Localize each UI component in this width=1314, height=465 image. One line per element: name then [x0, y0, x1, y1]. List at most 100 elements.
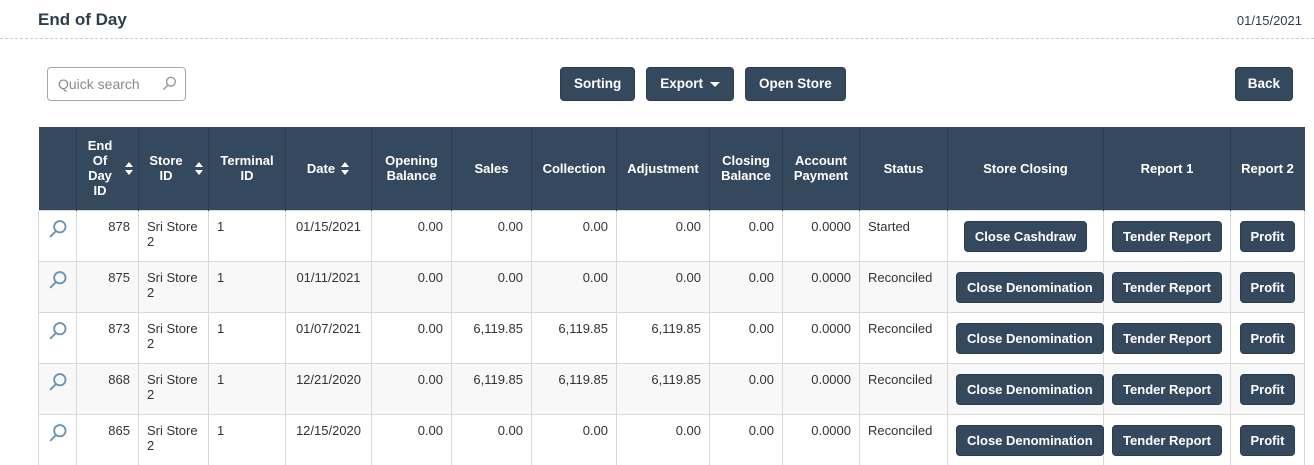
cell-end-of-day-id: 868 [77, 363, 139, 414]
cell-terminal-id: 1 [209, 261, 286, 312]
search-icon [161, 75, 178, 92]
column-label: Date [307, 161, 335, 176]
cell-report2: Profit [1231, 414, 1305, 465]
cell-sales: 0.00 [452, 210, 532, 261]
business-date: 01/15/2021 [1237, 13, 1302, 28]
report2-button[interactable]: Profit [1240, 425, 1296, 456]
column-label: Store Closing [983, 161, 1068, 176]
cell-collection: 6,119.85 [532, 312, 617, 363]
report1-button[interactable]: Tender Report [1112, 323, 1222, 354]
column-header-adjustment: Adjustment [617, 127, 710, 210]
row-detail-search-icon[interactable] [47, 371, 69, 396]
column-label: Sales [475, 161, 509, 176]
report2-button[interactable]: Profit [1240, 374, 1296, 405]
cell-adjustment: 0.00 [617, 261, 710, 312]
row-detail-search-icon[interactable] [47, 422, 69, 447]
table-header-row: End Of Day IDStore IDTerminal IDDateOpen… [39, 127, 1305, 210]
end-of-day-page: End of Day 01/15/2021 Sorting Export Ope… [0, 0, 1314, 465]
cell-end-of-day-id: 878 [77, 210, 139, 261]
column-header-detail [39, 127, 77, 210]
cell-opening-balance: 0.00 [372, 312, 452, 363]
store-closing-button[interactable]: Close Denomination [956, 272, 1104, 303]
cell-store-closing: Close Cashdraw [948, 210, 1104, 261]
cell-store-id: Sri Store 2 [139, 312, 209, 363]
column-header-status: Status [860, 127, 948, 210]
table-row: 873Sri Store 2101/07/20210.006,119.856,1… [39, 312, 1305, 363]
cell-detail [39, 261, 77, 312]
cell-store-id: Sri Store 2 [139, 261, 209, 312]
cell-opening-balance: 0.00 [372, 210, 452, 261]
report2-button[interactable]: Profit [1240, 323, 1296, 354]
report1-button[interactable]: Tender Report [1112, 272, 1222, 303]
cell-terminal-id: 1 [209, 210, 286, 261]
cell-opening-balance: 0.00 [372, 261, 452, 312]
cell-detail [39, 312, 77, 363]
cell-collection: 0.00 [532, 414, 617, 465]
sort-icon[interactable] [195, 162, 204, 175]
back-button[interactable]: Back [1235, 67, 1293, 101]
cell-closing-balance: 0.00 [710, 261, 783, 312]
store-closing-button[interactable]: Close Denomination [956, 323, 1104, 354]
cell-account-payment: 0.0000 [783, 312, 860, 363]
cell-terminal-id: 1 [209, 414, 286, 465]
cell-end-of-day-id: 875 [77, 261, 139, 312]
store-closing-button[interactable]: Close Denomination [956, 425, 1104, 456]
export-button[interactable]: Export [646, 67, 734, 101]
cell-report2: Profit [1231, 312, 1305, 363]
column-label: Account Payment [787, 153, 855, 183]
column-header-end-of-day-id[interactable]: End Of Day ID [77, 127, 139, 210]
cell-report1: Tender Report [1104, 210, 1231, 261]
cell-date: 01/15/2021 [286, 210, 372, 261]
report1-button[interactable]: Tender Report [1112, 425, 1222, 456]
open-store-button[interactable]: Open Store [745, 67, 846, 101]
cell-report1: Tender Report [1104, 363, 1231, 414]
sort-icon[interactable] [125, 162, 134, 175]
cell-end-of-day-id: 865 [77, 414, 139, 465]
cell-sales: 6,119.85 [452, 363, 532, 414]
report2-button[interactable]: Profit [1240, 221, 1296, 252]
cell-sales: 6,119.85 [452, 312, 532, 363]
cell-report2: Profit [1231, 210, 1305, 261]
row-detail-search-icon[interactable] [47, 218, 69, 243]
cell-adjustment: 6,119.85 [617, 312, 710, 363]
quick-search [47, 67, 186, 101]
row-detail-search-icon[interactable] [47, 320, 69, 345]
cell-status: Reconciled [860, 363, 948, 414]
cell-closing-balance: 0.00 [710, 312, 783, 363]
table-header: End Of Day IDStore IDTerminal IDDateOpen… [39, 127, 1305, 210]
cell-detail [39, 363, 77, 414]
column-header-report2: Report 2 [1231, 127, 1305, 210]
column-label: Store ID [143, 153, 189, 183]
column-label: Terminal ID [213, 153, 281, 183]
store-closing-button[interactable]: Close Denomination [956, 374, 1104, 405]
cell-store-id: Sri Store 2 [139, 414, 209, 465]
column-label: Collection [543, 161, 606, 176]
sorting-button[interactable]: Sorting [560, 67, 635, 101]
cell-report1: Tender Report [1104, 414, 1231, 465]
cell-date: 01/11/2021 [286, 261, 372, 312]
cell-account-payment: 0.0000 [783, 261, 860, 312]
column-header-terminal-id: Terminal ID [209, 127, 286, 210]
export-button-label: Export [660, 76, 703, 91]
column-header-date[interactable]: Date [286, 127, 372, 210]
cell-status: Reconciled [860, 261, 948, 312]
cell-opening-balance: 0.00 [372, 363, 452, 414]
column-header-report1: Report 1 [1104, 127, 1231, 210]
sort-icon[interactable] [341, 162, 350, 175]
column-header-account-payment: Account Payment [783, 127, 860, 210]
report1-button[interactable]: Tender Report [1112, 221, 1222, 252]
cell-store-closing: Close Denomination [948, 261, 1104, 312]
cell-status: Reconciled [860, 312, 948, 363]
report2-button[interactable]: Profit [1240, 272, 1296, 303]
report1-button[interactable]: Tender Report [1112, 374, 1222, 405]
store-closing-button[interactable]: Close Cashdraw [964, 221, 1087, 252]
toolbar: Sorting Export Open Store Back [47, 67, 1293, 101]
column-label: Adjustment [627, 161, 699, 176]
row-detail-search-icon[interactable] [47, 269, 69, 294]
column-label: Report 1 [1141, 161, 1194, 176]
column-label: Closing Balance [714, 153, 778, 183]
page-title: End of Day [38, 10, 127, 30]
cell-sales: 0.00 [452, 414, 532, 465]
cell-adjustment: 0.00 [617, 414, 710, 465]
column-header-store-id[interactable]: Store ID [139, 127, 209, 210]
